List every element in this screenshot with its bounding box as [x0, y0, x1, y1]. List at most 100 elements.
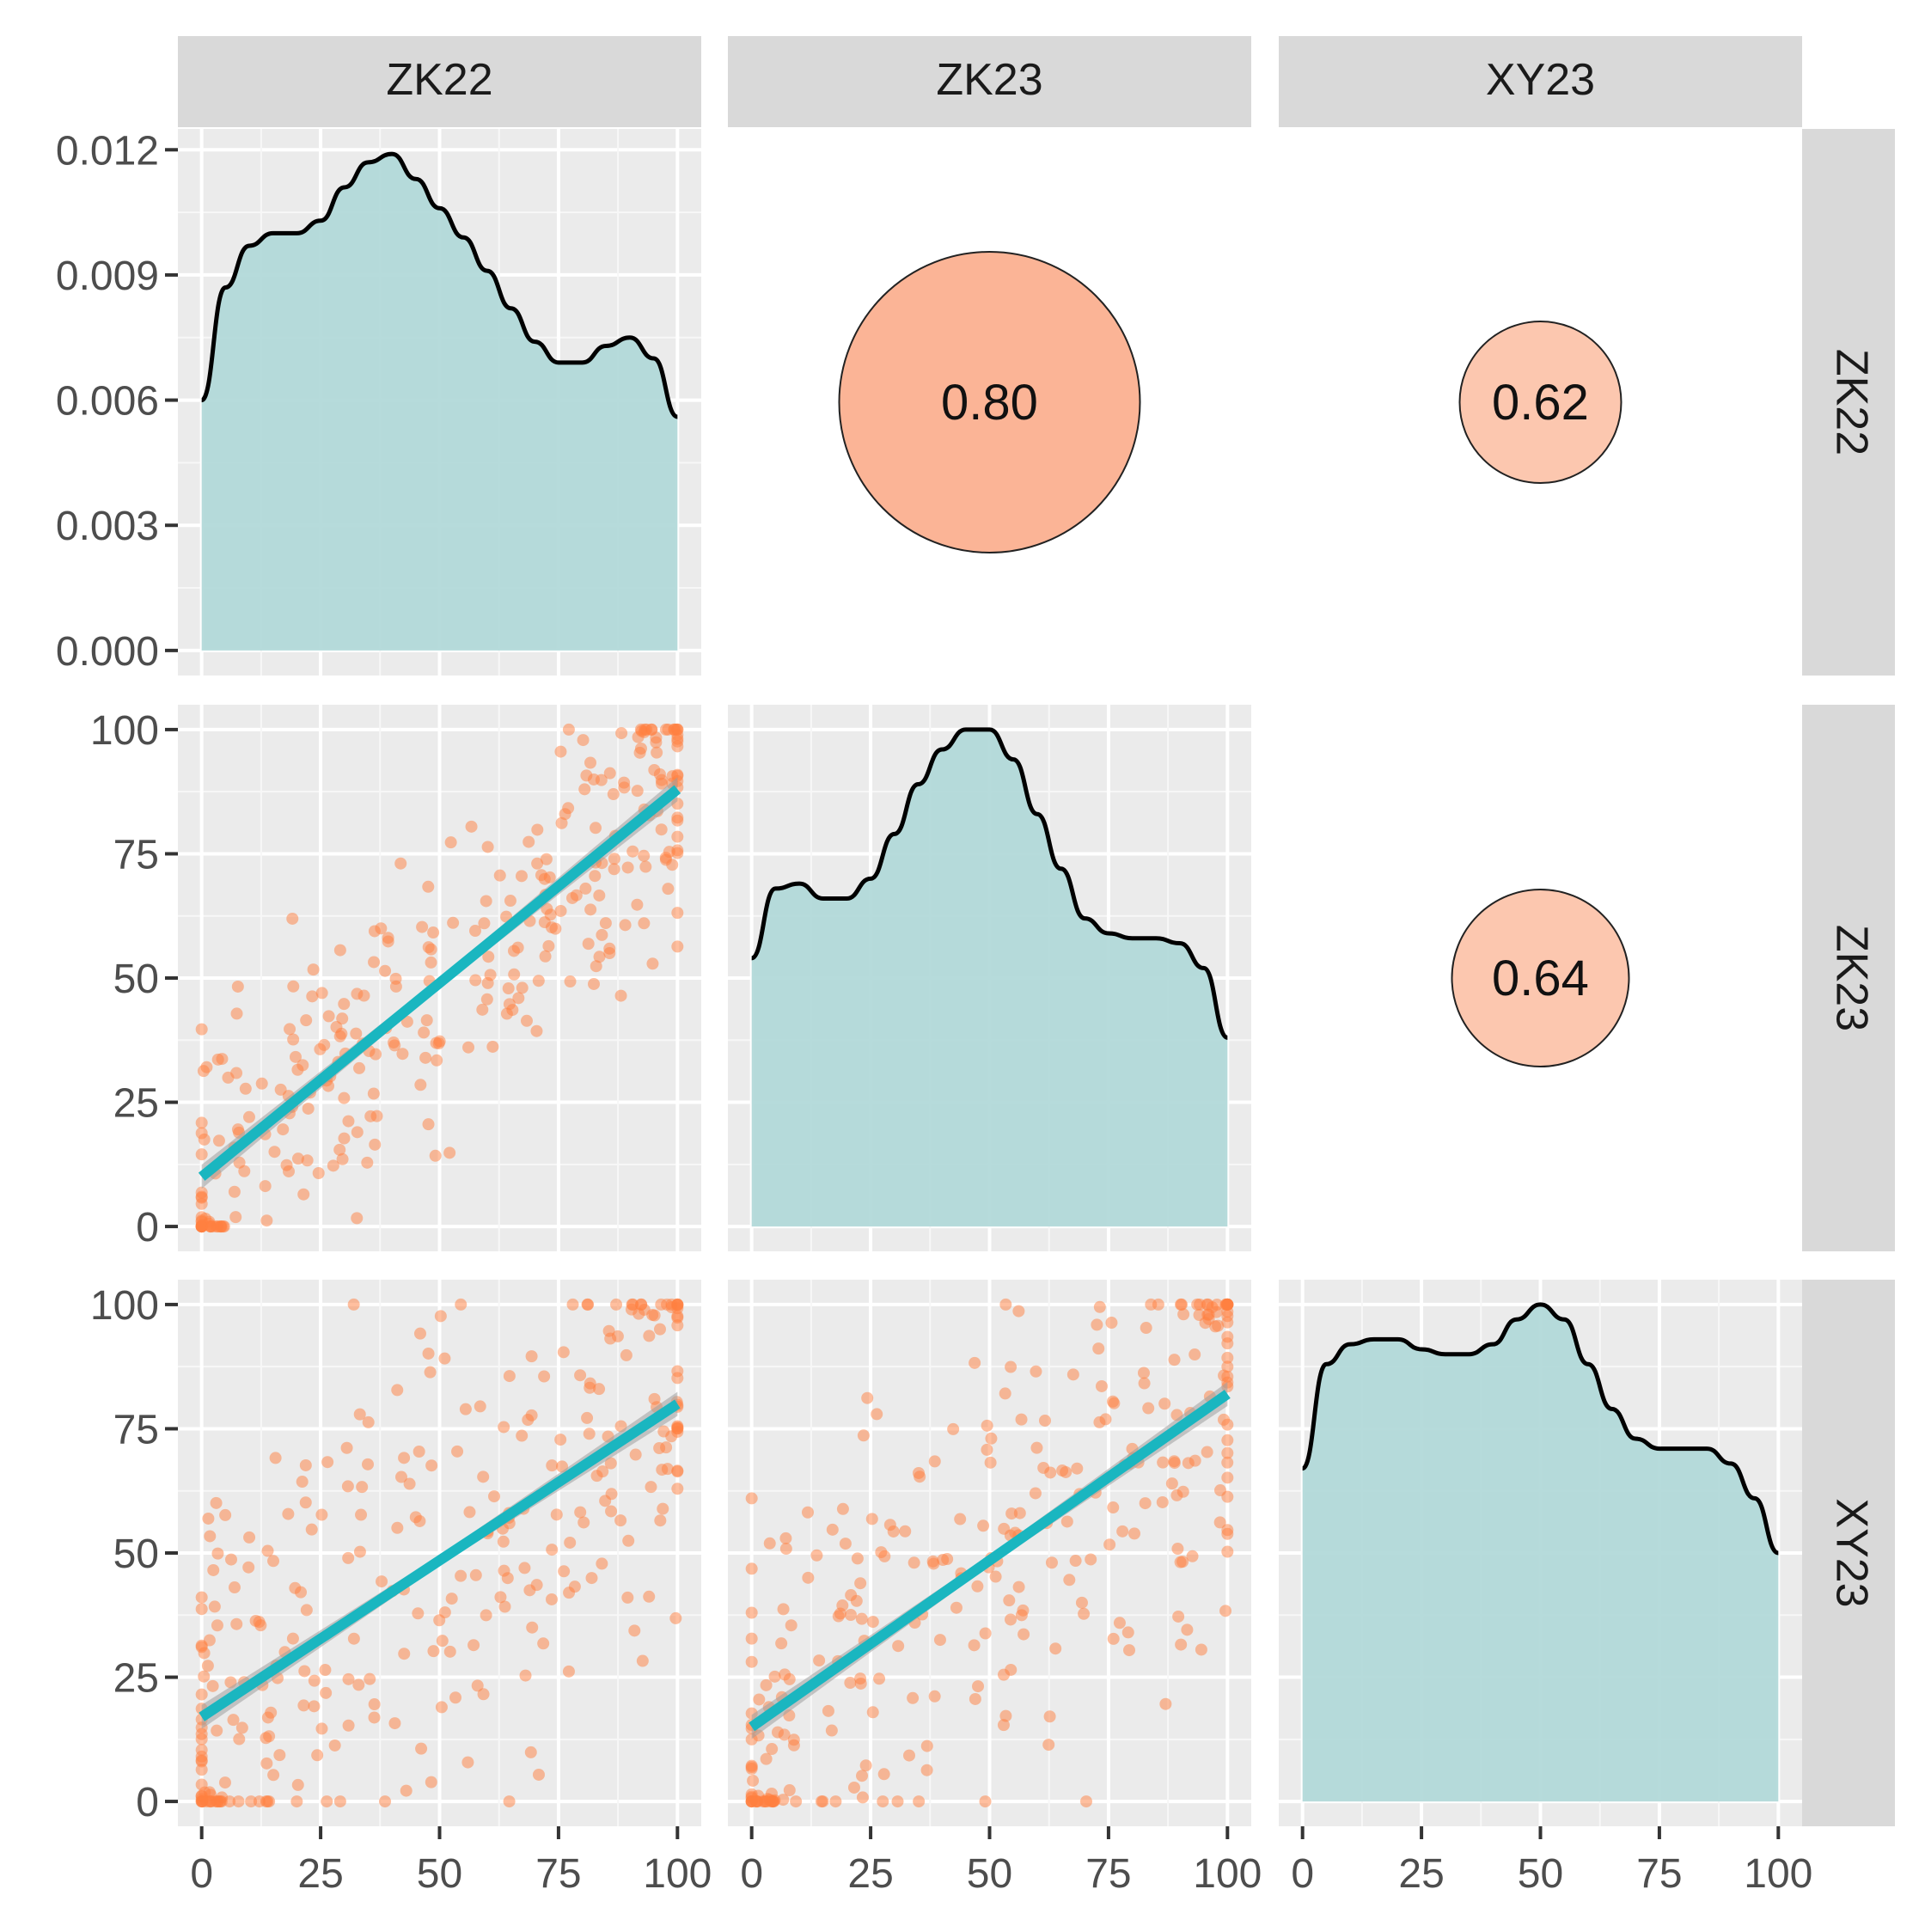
scatter-point: [267, 1555, 280, 1568]
scatter-point: [493, 869, 506, 882]
scatter-point: [546, 1459, 559, 1472]
y-tick-label: 100: [90, 1283, 159, 1329]
scatter-point: [1140, 1322, 1152, 1335]
scatter-point: [486, 1040, 499, 1053]
scatter-point: [353, 1061, 366, 1074]
scatter-point: [222, 1071, 235, 1084]
scatter-point: [320, 1686, 333, 1699]
scatter-point: [353, 1408, 366, 1421]
scatter-point: [554, 1434, 567, 1446]
scatter-point: [745, 1788, 758, 1801]
scatter-point: [565, 891, 578, 904]
scatter-point: [785, 1619, 798, 1632]
scatter-point: [844, 1677, 857, 1690]
scatter-point: [211, 1619, 223, 1632]
scatter-point: [480, 993, 493, 1006]
scatter-point: [277, 1123, 290, 1136]
scatter-point: [379, 1795, 392, 1808]
scatter-point: [243, 1531, 256, 1544]
x-tick-label: 50: [1518, 1851, 1563, 1897]
scatter-point: [300, 1014, 313, 1027]
scatter-point: [503, 1370, 516, 1383]
scatter-point: [578, 1516, 590, 1529]
scatter-point: [267, 1769, 280, 1782]
scatter-point: [328, 1739, 341, 1752]
scatter-point: [619, 919, 632, 932]
scatter-point: [1221, 1524, 1234, 1537]
scatter-point: [1219, 1605, 1232, 1617]
scatter-point: [981, 1419, 993, 1432]
scatter-point: [557, 1346, 570, 1359]
scatter-point: [912, 1466, 925, 1479]
scatter-point: [588, 977, 601, 990]
scatter-point: [364, 1110, 377, 1122]
scatter-point: [391, 1521, 404, 1534]
scatter-point: [382, 935, 394, 948]
scatter-point: [379, 964, 392, 977]
scatter-point: [585, 1572, 598, 1585]
scatter-point: [282, 1507, 295, 1520]
scatter-point: [1045, 1556, 1058, 1569]
scatter-point: [195, 1190, 208, 1203]
scatter-point: [315, 1508, 328, 1521]
scatter-point: [398, 1648, 411, 1660]
scatter-point: [463, 1506, 476, 1519]
scatter-point: [620, 1348, 632, 1361]
scatter-point: [671, 907, 684, 920]
regression-line: [199, 1399, 681, 1721]
scatter-point: [233, 1156, 246, 1169]
scatter-point: [1030, 1441, 1043, 1454]
scatter-point: [631, 898, 644, 911]
scatter-point: [1172, 1610, 1185, 1623]
scatter-point: [1195, 1643, 1207, 1656]
scatter-point: [433, 1614, 446, 1627]
scatter-point: [634, 742, 647, 755]
scatter-point: [645, 1481, 657, 1494]
scatter-point: [537, 1637, 550, 1650]
scatter-point: [1093, 1300, 1106, 1313]
scatter-point: [628, 1624, 641, 1637]
scatter-point: [229, 1211, 242, 1224]
column-strip-label: ZK23: [936, 55, 1042, 105]
scatter-point: [425, 943, 437, 956]
scatter-point: [1168, 1457, 1181, 1470]
scatter-point: [998, 1522, 1011, 1535]
scatter-panel: [178, 1280, 701, 1826]
scatter-point: [195, 1688, 208, 1701]
scatter-point: [920, 1739, 933, 1752]
scatter-point: [1015, 1413, 1028, 1426]
scatter-point: [424, 1366, 437, 1379]
scatter-point: [779, 1543, 792, 1556]
scatter-point: [206, 1679, 219, 1692]
scatter-point: [477, 1688, 490, 1701]
scatter-point: [877, 1795, 889, 1808]
scatter-point: [299, 1496, 312, 1509]
scatter-point: [787, 1733, 800, 1746]
scatter-point: [933, 1634, 946, 1647]
scatter-point: [1128, 1527, 1140, 1540]
scatter-point: [388, 1039, 401, 1052]
scatter-point: [871, 1408, 883, 1421]
scatter-point: [657, 1502, 669, 1515]
scatter-point: [745, 1761, 758, 1774]
x-tick-label: 25: [297, 1851, 343, 1897]
scatter-point: [498, 1564, 510, 1577]
scatter-point: [263, 1795, 276, 1808]
scatter-point: [1165, 1477, 1178, 1490]
scatter-point: [941, 1553, 954, 1566]
scatter-point: [596, 1465, 609, 1478]
scatter-point: [498, 1600, 511, 1613]
x-tick-label: 100: [643, 1851, 712, 1897]
scatter-point: [559, 808, 571, 821]
scatter-point: [307, 963, 320, 976]
scatter-point: [219, 1508, 232, 1521]
scatter-point: [468, 1639, 480, 1652]
y-tick-label: 0.006: [56, 379, 159, 425]
scatter-point: [358, 989, 370, 1002]
y-tick-label: 0.003: [56, 504, 159, 549]
scatter-point: [1138, 1377, 1151, 1390]
scatter-point: [438, 1352, 451, 1365]
scatter-point: [839, 1538, 852, 1550]
y-tick-label: 25: [113, 1081, 159, 1127]
scatter-point: [227, 1714, 240, 1727]
